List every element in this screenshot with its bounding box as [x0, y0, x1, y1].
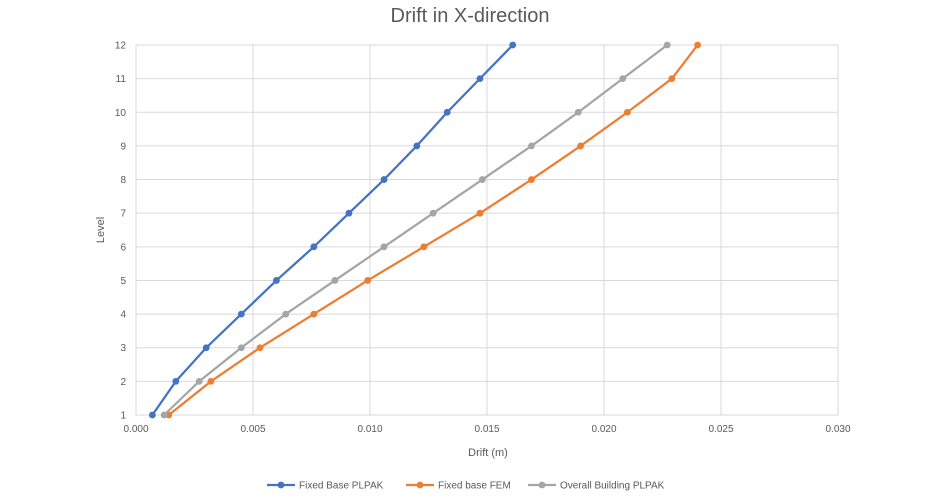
y-tick-label: 2: [120, 377, 126, 388]
y-tick-label: 6: [120, 242, 126, 253]
series-1: [148, 41, 517, 419]
gridlines: [135, 44, 839, 416]
legend: Fixed Base PLPAK Fixed base FEM Overall Bu…: [267, 481, 665, 492]
y-tick-label: 5: [120, 276, 126, 287]
x-tick-label: 0.025: [708, 424, 733, 435]
x-tick-label: 0.020: [591, 424, 616, 435]
legend-label: Fixed base FEM: [438, 481, 511, 492]
data-point: [160, 411, 168, 419]
data-point: [413, 142, 421, 150]
x-tick-label: 0.015: [474, 424, 499, 435]
data-point: [273, 277, 280, 284]
data-point: [663, 41, 671, 49]
data-point: [429, 209, 437, 217]
legend-item: Fixed base FEM: [406, 481, 511, 492]
data-point: [577, 142, 584, 150]
data-point: [282, 310, 290, 318]
y-tick-label: 12: [115, 41, 127, 52]
data-point: [207, 377, 215, 385]
data-point: [380, 243, 388, 251]
tick-labels: 0.000 0.005 0.010 0.015 0.020 0.025 0.03012345…: [115, 41, 851, 436]
data-point: [256, 344, 264, 352]
data-point: [345, 209, 353, 217]
data-point: [624, 108, 631, 116]
series-3: [160, 41, 671, 419]
y-tick-label: 3: [120, 343, 126, 354]
data-point: [202, 344, 210, 352]
x-tick-label: 0.010: [357, 424, 382, 435]
x-tick-label: 0.000: [123, 424, 148, 435]
x-axis-label: Drift (m): [468, 447, 508, 459]
y-tick-label: 11: [116, 74, 127, 85]
x-tick-label: 0.030: [825, 424, 850, 435]
data-point: [509, 41, 517, 49]
legend-item: Overall Building PLPAK: [528, 481, 665, 492]
series-line: [163, 44, 668, 416]
y-tick-label: 1: [120, 411, 126, 422]
chart-title: Drift in X-direction: [391, 5, 550, 27]
data-point: [148, 411, 156, 419]
legend-item: Fixed Base PLPAK: [267, 481, 384, 492]
y-axis-label: Level: [95, 217, 107, 243]
y-tick-label: 8: [120, 175, 126, 186]
data-point: [172, 377, 180, 385]
data-point: [574, 108, 582, 116]
data-point: [380, 176, 388, 183]
x-tick-label: 0.005: [240, 424, 265, 435]
data-point: [668, 75, 676, 83]
y-tick-label: 10: [115, 108, 127, 119]
data-point: [476, 75, 484, 83]
data-point: [478, 176, 486, 183]
data-point: [237, 310, 245, 318]
y-tick-label: 7: [120, 209, 126, 220]
series-layer: [148, 41, 701, 419]
data-point: [310, 243, 318, 251]
series-line: [151, 44, 514, 416]
series-line: [168, 44, 699, 416]
legend-marker: [277, 481, 285, 489]
data-point: [443, 108, 451, 116]
legend-marker: [538, 481, 546, 489]
data-point: [310, 310, 318, 318]
data-point: [694, 41, 701, 49]
legend-marker: [416, 481, 424, 489]
y-tick-label: 9: [120, 141, 126, 152]
legend-label: Fixed Base PLPAK: [299, 481, 384, 492]
data-point: [420, 243, 428, 251]
data-point: [195, 377, 203, 385]
series-2: [165, 41, 701, 419]
data-point: [476, 209, 484, 217]
data-point: [331, 277, 339, 284]
data-point: [528, 176, 535, 183]
legend-label: Overall Building PLPAK: [560, 481, 665, 492]
data-point: [364, 277, 372, 284]
data-point: [237, 344, 245, 352]
y-tick-label: 4: [120, 310, 126, 321]
data-point: [619, 75, 627, 83]
data-point: [528, 142, 535, 150]
